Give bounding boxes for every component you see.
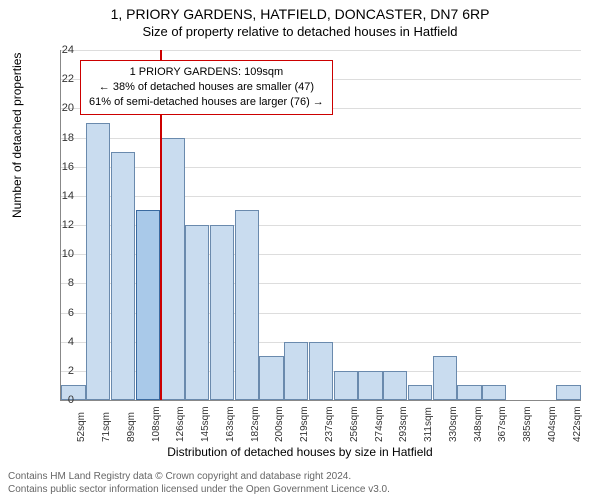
histogram-bar xyxy=(136,210,160,400)
x-tick-label: 330sqm xyxy=(448,406,459,442)
y-tick-label: 14 xyxy=(44,190,74,202)
gridline xyxy=(61,167,581,168)
y-tick-label: 2 xyxy=(44,365,74,377)
histogram-bar xyxy=(86,123,110,400)
y-tick-label: 0 xyxy=(44,394,74,406)
x-tick-label: 293sqm xyxy=(398,406,409,442)
x-tick-label: 219sqm xyxy=(299,406,310,442)
chart-container: 1, PRIORY GARDENS, HATFIELD, DONCASTER, … xyxy=(0,0,600,500)
x-tick-label: 256sqm xyxy=(349,406,360,442)
x-tick-label: 348sqm xyxy=(473,406,484,442)
x-axis-label: Distribution of detached houses by size … xyxy=(0,445,600,459)
y-tick-label: 8 xyxy=(44,277,74,289)
histogram-bar xyxy=(358,371,382,400)
x-tick-label: 385sqm xyxy=(522,406,533,442)
x-tick-label: 237sqm xyxy=(324,406,335,442)
footer-line-1: Contains HM Land Registry data © Crown c… xyxy=(8,470,390,483)
y-tick-label: 16 xyxy=(44,161,74,173)
histogram-bar xyxy=(457,385,481,400)
histogram-bar xyxy=(160,138,184,401)
y-tick-label: 10 xyxy=(44,248,74,260)
info-line-3: 61% of semi-detached houses are larger (… xyxy=(89,95,324,110)
y-tick-label: 12 xyxy=(44,219,74,231)
y-axis-label: Number of detached properties xyxy=(10,53,24,218)
x-tick-label: 404sqm xyxy=(547,406,558,442)
histogram-bar xyxy=(185,225,209,400)
info-line-2: ← 38% of detached houses are smaller (47… xyxy=(89,80,324,95)
histogram-bar xyxy=(111,152,135,400)
x-tick-label: 200sqm xyxy=(274,406,285,442)
x-tick-label: 274sqm xyxy=(374,406,385,442)
x-tick-label: 71sqm xyxy=(101,412,112,442)
histogram-bar xyxy=(259,356,283,400)
y-tick-label: 20 xyxy=(44,102,74,114)
x-tick-label: 52sqm xyxy=(76,412,87,442)
histogram-bar xyxy=(334,371,358,400)
histogram-bar xyxy=(482,385,506,400)
gridline xyxy=(61,138,581,139)
gridline xyxy=(61,50,581,51)
x-tick-label: 89sqm xyxy=(126,412,137,442)
histogram-bar xyxy=(383,371,407,400)
footer: Contains HM Land Registry data © Crown c… xyxy=(8,470,390,496)
y-tick-label: 22 xyxy=(44,73,74,85)
x-tick-label: 163sqm xyxy=(225,406,236,442)
x-tick-label: 108sqm xyxy=(151,406,162,442)
histogram-bar xyxy=(408,385,432,400)
x-tick-label: 311sqm xyxy=(423,407,434,442)
info-box: 1 PRIORY GARDENS: 109sqm ← 38% of detach… xyxy=(80,60,333,115)
x-tick-label: 422sqm xyxy=(572,406,583,442)
x-tick-label: 126sqm xyxy=(175,406,186,442)
y-tick-label: 4 xyxy=(44,336,74,348)
histogram-bar xyxy=(235,210,259,400)
x-tick-label: 367sqm xyxy=(497,406,508,442)
chart-subtitle: Size of property relative to detached ho… xyxy=(0,24,600,39)
histogram-bar xyxy=(556,385,580,400)
chart-title: 1, PRIORY GARDENS, HATFIELD, DONCASTER, … xyxy=(0,6,600,22)
histogram-bar xyxy=(433,356,457,400)
info-line-1: 1 PRIORY GARDENS: 109sqm xyxy=(89,65,324,80)
histogram-bar xyxy=(309,342,333,400)
footer-line-2: Contains public sector information licen… xyxy=(8,483,390,496)
y-tick-label: 18 xyxy=(44,132,74,144)
histogram-bar xyxy=(284,342,308,400)
x-tick-label: 145sqm xyxy=(200,406,211,442)
x-tick-label: 182sqm xyxy=(250,406,261,442)
gridline xyxy=(61,196,581,197)
histogram-bar xyxy=(210,225,234,400)
y-tick-label: 24 xyxy=(44,44,74,56)
y-tick-label: 6 xyxy=(44,307,74,319)
